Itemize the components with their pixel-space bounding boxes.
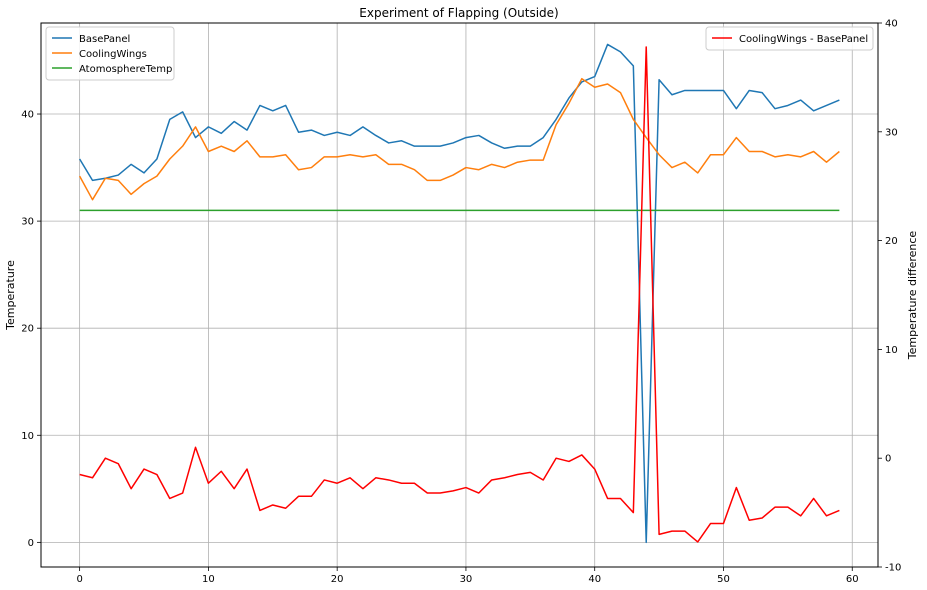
legend-entry: BasePanel [79, 34, 130, 45]
chart-title: Experiment of Flapping (Outside) [359, 6, 558, 20]
y2-tick-label: 30 [885, 127, 898, 138]
x-tick-label: 0 [76, 574, 82, 585]
series-layer [78, 43, 840, 544]
y2-tick-label: 20 [885, 236, 898, 247]
y2-tick-label: 0 [885, 454, 891, 465]
x-tick-label: 60 [846, 574, 859, 585]
plot-frame [40, 22, 879, 568]
y2-axis-label: Temperature difference [906, 231, 919, 361]
x-tick-label: 20 [331, 574, 344, 585]
y2-tick-label: 40 [885, 19, 898, 30]
y2-tick-label: -10 [885, 563, 901, 574]
grid [41, 23, 878, 567]
x-tick-label: 40 [588, 574, 601, 585]
legend-entry: AtomosphereTemp [79, 64, 172, 75]
y-tick-label: 10 [21, 431, 34, 442]
ticks: 0 10 20 30 40 50 60 0 10 20 30 40 -10 0 10 20 30 40 [21, 19, 901, 586]
legend-right: CoolingWings - BasePanel [705, 26, 874, 51]
x-tick-label: 50 [717, 574, 730, 585]
y-tick-label: 30 [21, 217, 34, 228]
legend-entry: CoolingWings [79, 49, 147, 60]
series-line-coolingwings [78, 77, 840, 201]
x-tick-label: 30 [460, 574, 473, 585]
y-tick-label: 20 [21, 324, 34, 335]
y-tick-label: 0 [28, 538, 34, 549]
series-line-basepanel [78, 43, 840, 544]
legend-box [45, 26, 175, 81]
series-line-coolingwings-basepanel [79, 46, 840, 543]
x-tick-label: 10 [202, 574, 215, 585]
legend-left: BasePanel CoolingWings AtomosphereTemp [45, 26, 175, 81]
legend-entry: CoolingWings - BasePanel [739, 34, 868, 45]
y-axis-label: Temperature [4, 260, 17, 331]
legend-box [705, 26, 874, 51]
y-tick-label: 40 [21, 110, 34, 121]
y2-tick-label: 10 [885, 345, 898, 356]
